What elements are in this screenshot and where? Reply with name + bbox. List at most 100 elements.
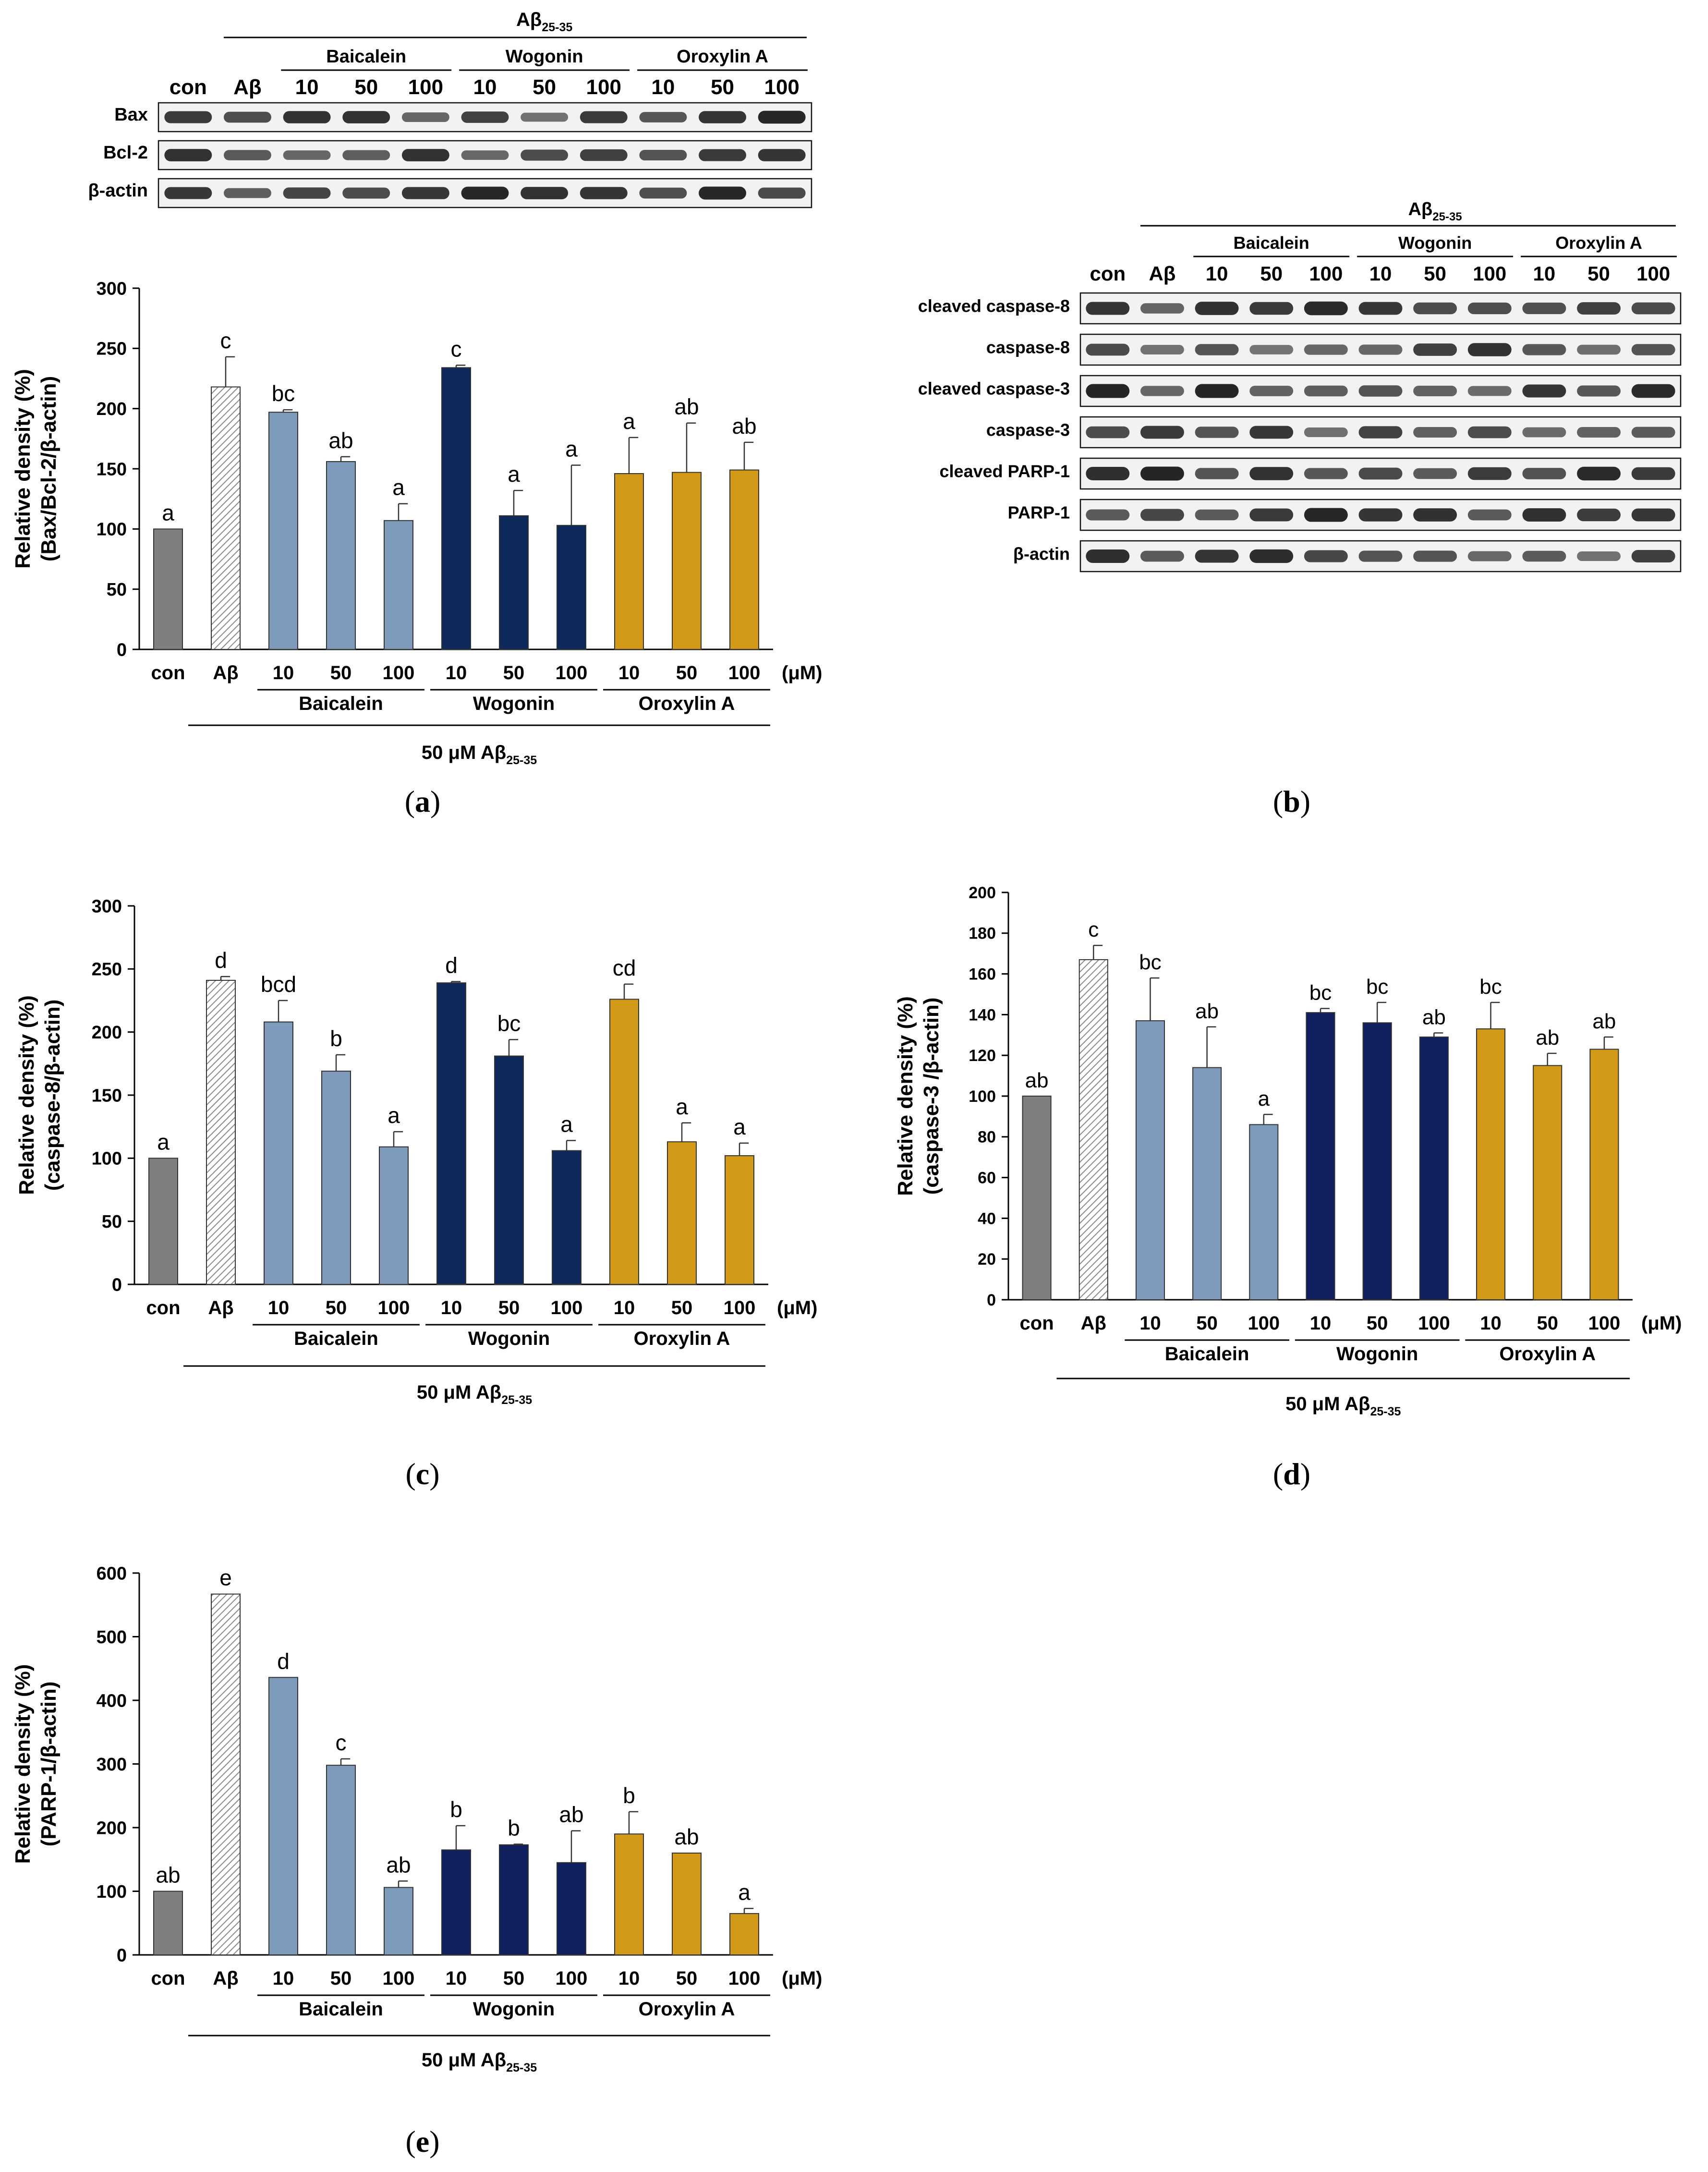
- blot-band: [580, 187, 628, 199]
- bar: [206, 979, 236, 1285]
- blot-band: [461, 186, 509, 200]
- blot-band: [1086, 509, 1130, 521]
- blot-band: [580, 111, 628, 123]
- significance-letter: a: [162, 500, 174, 525]
- blot-band: [1522, 302, 1566, 315]
- blot-band: [1195, 549, 1239, 563]
- treatment-label: 50 μM Aβ25-35: [1285, 1393, 1401, 1418]
- bar: [557, 525, 586, 650]
- y-tick-label: 20: [978, 1250, 996, 1269]
- category-label: 50: [676, 662, 698, 683]
- group-label: Wogonin: [468, 1328, 550, 1349]
- treatment-label: 50 μM Aβ25-35: [417, 1382, 532, 1407]
- blot-row-label: caspase-8: [986, 338, 1070, 357]
- category-label: Aβ: [213, 1968, 238, 1989]
- blot-lane-label: 10: [1533, 262, 1556, 285]
- blot-band: [224, 188, 271, 198]
- category-label: con: [151, 662, 185, 683]
- category-label: 10: [1139, 1313, 1161, 1334]
- blot-band: [342, 187, 390, 199]
- blot-band: [1358, 508, 1403, 522]
- significance-letter: a: [565, 436, 578, 461]
- blot-lane-label: 50: [533, 75, 556, 99]
- blot-band: [1140, 466, 1184, 481]
- panel-label-a: (a): [405, 784, 441, 818]
- category-label: 10: [1310, 1313, 1332, 1334]
- blot-row-label: Bax: [114, 105, 148, 125]
- category-label: 100: [728, 1968, 761, 1989]
- blot-band: [758, 149, 806, 161]
- group-label: Wogonin: [473, 1999, 555, 2020]
- category-label: 50: [330, 1968, 352, 1989]
- blot-band: [283, 111, 331, 123]
- blot-band: [1140, 509, 1184, 521]
- bar: [729, 469, 759, 650]
- blot-band: [1467, 551, 1512, 561]
- y-tick-label: 200: [97, 1818, 127, 1838]
- blot-band: [639, 112, 687, 122]
- blot-band: [580, 149, 628, 161]
- bar: [1135, 1020, 1165, 1301]
- category-label: 100: [1588, 1313, 1621, 1334]
- category-label: 50: [676, 1968, 698, 1989]
- category-label: 100: [383, 662, 415, 683]
- blot-band: [1522, 384, 1566, 398]
- bar: [268, 412, 298, 650]
- blot-band: [1358, 426, 1403, 439]
- bar: [384, 520, 413, 650]
- blot-band: [1304, 385, 1348, 397]
- group-label: Baicalein: [299, 1999, 383, 2020]
- significance-letter: a: [738, 1879, 751, 1904]
- bar: [1306, 1012, 1335, 1300]
- bar: [609, 999, 639, 1285]
- significance-letter: b: [508, 1815, 520, 1840]
- category-label: con: [146, 1297, 180, 1318]
- blot-band: [1467, 509, 1512, 521]
- category-label: 100: [724, 1297, 756, 1318]
- blot-band: [401, 149, 449, 161]
- significance-letter: ab: [732, 414, 756, 439]
- y-tick-label: 400: [97, 1691, 127, 1711]
- y-axis-label: Relative density (%): [11, 369, 35, 569]
- blot-band: [1249, 508, 1294, 522]
- significance-letter: b: [450, 1797, 462, 1822]
- significance-letter: a: [157, 1129, 170, 1154]
- blot-band: [1304, 427, 1348, 438]
- bar: [1362, 1022, 1392, 1301]
- category-label: 50: [498, 1297, 520, 1318]
- blot-lane-label: 50: [711, 75, 734, 99]
- category-label: con: [1020, 1313, 1054, 1334]
- blot-band: [1413, 468, 1457, 479]
- blot-band: [283, 150, 331, 160]
- blot-band: [1577, 466, 1621, 481]
- category-label: 10: [614, 1297, 635, 1318]
- y-tick-label: 150: [97, 459, 127, 479]
- blot-band: [1304, 301, 1348, 316]
- y-axis-label: Relative density (%): [15, 995, 38, 1195]
- blot-row-label: cleaved caspase-3: [918, 379, 1070, 399]
- category-label: 100: [1418, 1313, 1450, 1334]
- significance-letter: ab: [1422, 1006, 1446, 1029]
- y-tick-label: 600: [97, 1563, 127, 1584]
- blot-band: [1304, 550, 1348, 562]
- treatment-label: 50 μM Aβ25-35: [422, 2050, 537, 2074]
- blot-band: [342, 111, 390, 123]
- significance-letter: bcd: [261, 972, 296, 997]
- category-label: 10: [446, 662, 467, 683]
- y-tick-label: 100: [92, 1149, 122, 1169]
- blot-lane-label: 50: [354, 75, 378, 99]
- blot-band: [1467, 386, 1512, 396]
- blot-band: [1413, 302, 1457, 315]
- blot-band: [758, 187, 806, 199]
- significance-letter: e: [219, 1565, 232, 1590]
- bar: [148, 1158, 178, 1285]
- bar: [725, 1155, 754, 1285]
- group-label: Oroxylin A: [639, 693, 735, 714]
- group-label: Oroxylin A: [1499, 1343, 1596, 1365]
- category-label: 100: [556, 1968, 588, 1989]
- significance-letter: ab: [1592, 1010, 1616, 1033]
- blot-row-label: cleaved PARP-1: [940, 462, 1070, 481]
- blot-band: [1140, 550, 1184, 562]
- significance-letter: ab: [1536, 1026, 1559, 1049]
